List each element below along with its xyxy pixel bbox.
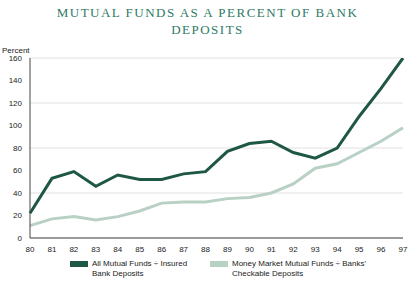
svg-text:82: 82 [69, 245, 78, 254]
svg-text:160: 160 [9, 54, 23, 63]
svg-text:90: 90 [245, 245, 254, 254]
svg-text:85: 85 [135, 245, 144, 254]
svg-text:100: 100 [9, 121, 23, 130]
svg-text:86: 86 [157, 245, 166, 254]
html-text:MUTUAL FUNDS AS A PERCENT OF B: MUTUAL FUNDS AS A PERCENT OF BANK DEPOSI… [56, 5, 359, 37]
svg-text:92: 92 [289, 245, 298, 254]
svg-text:87: 87 [179, 245, 188, 254]
svg-text:97: 97 [399, 245, 407, 254]
svg-text:80: 80 [13, 144, 22, 153]
svg-text:81: 81 [47, 245, 56, 254]
html-text:All Mutual Funds ÷ Insured Ban: All Mutual Funds ÷ Insured Bank Deposits [92, 259, 188, 278]
svg-text:91: 91 [267, 245, 276, 254]
svg-text:88: 88 [201, 245, 210, 254]
svg-text:20: 20 [13, 211, 22, 220]
svg-text:120: 120 [9, 99, 23, 108]
svg-text:60: 60 [13, 166, 22, 175]
svg-text:0: 0 [18, 234, 23, 243]
svg-text:96: 96 [377, 245, 386, 254]
svg-text:93: 93 [311, 245, 320, 254]
html-text:Money Market Mutual Funds ÷ Ba: Money Market Mutual Funds ÷ Banks' Check… [232, 259, 366, 278]
svg-text:80: 80 [26, 245, 35, 254]
svg-text:94: 94 [333, 245, 342, 254]
svg-text:89: 89 [223, 245, 232, 254]
html-text:Percent: Percent [2, 46, 30, 55]
svg-text:95: 95 [355, 245, 364, 254]
svg-text:140: 140 [9, 76, 23, 85]
svg-text:83: 83 [91, 245, 100, 254]
svg-text:84: 84 [113, 245, 122, 254]
svg-text:40: 40 [13, 189, 22, 198]
